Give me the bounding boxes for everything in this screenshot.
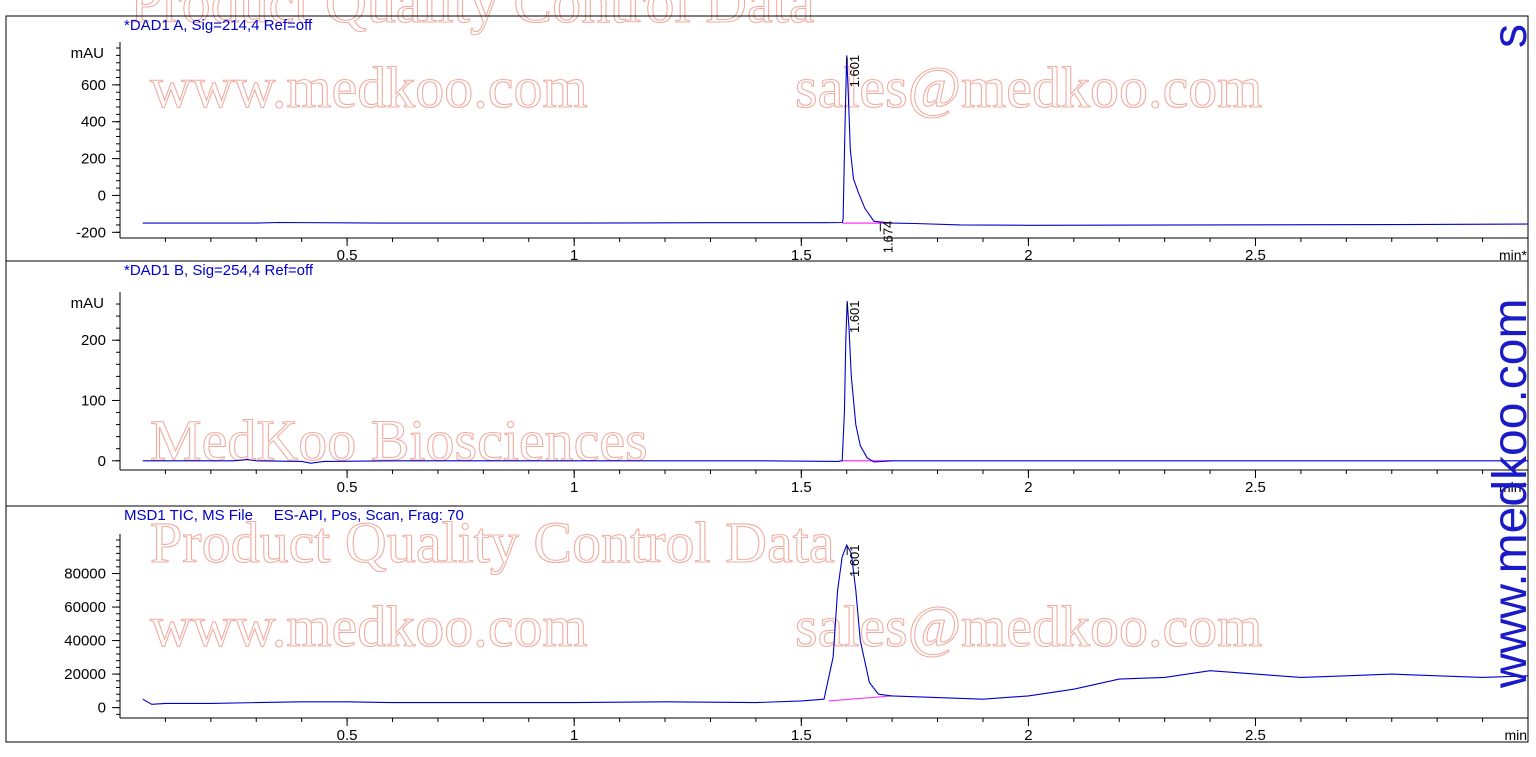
y-tick-label: 0 xyxy=(98,453,106,470)
x-axis-unit: min* xyxy=(1499,247,1528,263)
watermark-quality-top: Product Quality Control Data xyxy=(130,0,815,35)
y-tick-label: 200 xyxy=(81,151,106,168)
watermark-url-bottom: www.medkoo.com xyxy=(150,594,588,659)
y-tick-label: 60000 xyxy=(64,599,106,616)
x-tick-label: 2 xyxy=(1024,479,1032,496)
watermark-email-top: sales@medkoo.com xyxy=(795,55,1262,120)
panel-title: *DAD1 B, Sig=254,4 Ref=off xyxy=(124,262,314,279)
x-tick-label: 1 xyxy=(570,247,578,264)
y-tick-label: 200 xyxy=(81,332,106,349)
x-tick-label: 1.5 xyxy=(791,247,812,264)
side-url-fragment-top: s xyxy=(1484,24,1536,48)
x-tick-label: 2 xyxy=(1024,247,1032,264)
panel-frame xyxy=(5,505,1529,743)
y-tick-label: 40000 xyxy=(64,633,106,650)
y-tick-label: 400 xyxy=(81,114,106,131)
x-axis-unit: min* xyxy=(1499,479,1528,495)
x-axis-unit: min xyxy=(1504,727,1527,743)
x-tick-label: 0.5 xyxy=(337,247,358,264)
x-tick-label: 0.5 xyxy=(337,479,358,496)
peak-label: 1.601 xyxy=(847,300,862,333)
y-tick-label: 100 xyxy=(81,392,106,409)
watermark-company: MedKoo Biosciences xyxy=(150,408,648,473)
watermark-group: Product Quality Control Data www.medkoo.… xyxy=(129,0,1262,660)
y-tick-label: 600 xyxy=(81,77,106,94)
watermark-email-bottom: sales@medkoo.com xyxy=(795,594,1262,659)
x-tick-label: 2 xyxy=(1024,727,1032,744)
x-tick-label: 2.5 xyxy=(1245,247,1266,264)
peak-label: 1.601 xyxy=(847,55,862,88)
signal-trace xyxy=(142,55,1529,226)
watermark-url-top: www.medkoo.com xyxy=(150,55,588,120)
peak-label: 1.674 xyxy=(880,221,895,254)
integration-baseline xyxy=(828,695,893,702)
side-url-watermark: www.medkoo.com xyxy=(1484,299,1536,689)
watermark-quality-bottom: Product Quality Control Data xyxy=(150,510,835,575)
y-tick-label: 0 xyxy=(98,700,106,717)
panel-msd1-tic: MSD1 TIC, MS File ES-API, Pos, Scan, Fra… xyxy=(5,505,1529,744)
y-tick-label: 80000 xyxy=(64,566,106,583)
panel-dad1a: *DAD1 A, Sig=214,4 Ref=off mAU -200 0 200 400… xyxy=(5,15,1529,264)
x-tick-label: 2.5 xyxy=(1245,727,1266,744)
x-tick-label: 2.5 xyxy=(1245,479,1266,496)
y-tick-label: 0 xyxy=(98,187,106,204)
x-tick-label: 0.5 xyxy=(337,727,358,744)
peak-label: 1.601 xyxy=(847,544,862,577)
x-tick-label: 1 xyxy=(570,479,578,496)
y-tick-label: -200 xyxy=(76,224,106,241)
panel-dad1b: *DAD1 B, Sig=254,4 Ref=off mAU 0 100 200 0.5 1… xyxy=(5,260,1529,507)
panel-title: MSD1 TIC, MS File ES-API, Pos, Scan, Fra… xyxy=(124,507,464,524)
panel-title: *DAD1 A, Sig=214,4 Ref=off xyxy=(124,17,313,34)
signal-trace xyxy=(142,543,1529,705)
y-axis-label: mAU xyxy=(71,45,104,62)
signal-trace xyxy=(142,300,1528,464)
x-tick-label: 1 xyxy=(570,727,578,744)
y-axis-label: mAU xyxy=(71,295,104,312)
x-tick-label: 1.5 xyxy=(791,479,812,496)
x-tick-label: 1.5 xyxy=(791,727,812,744)
y-tick-label: 20000 xyxy=(64,666,106,683)
